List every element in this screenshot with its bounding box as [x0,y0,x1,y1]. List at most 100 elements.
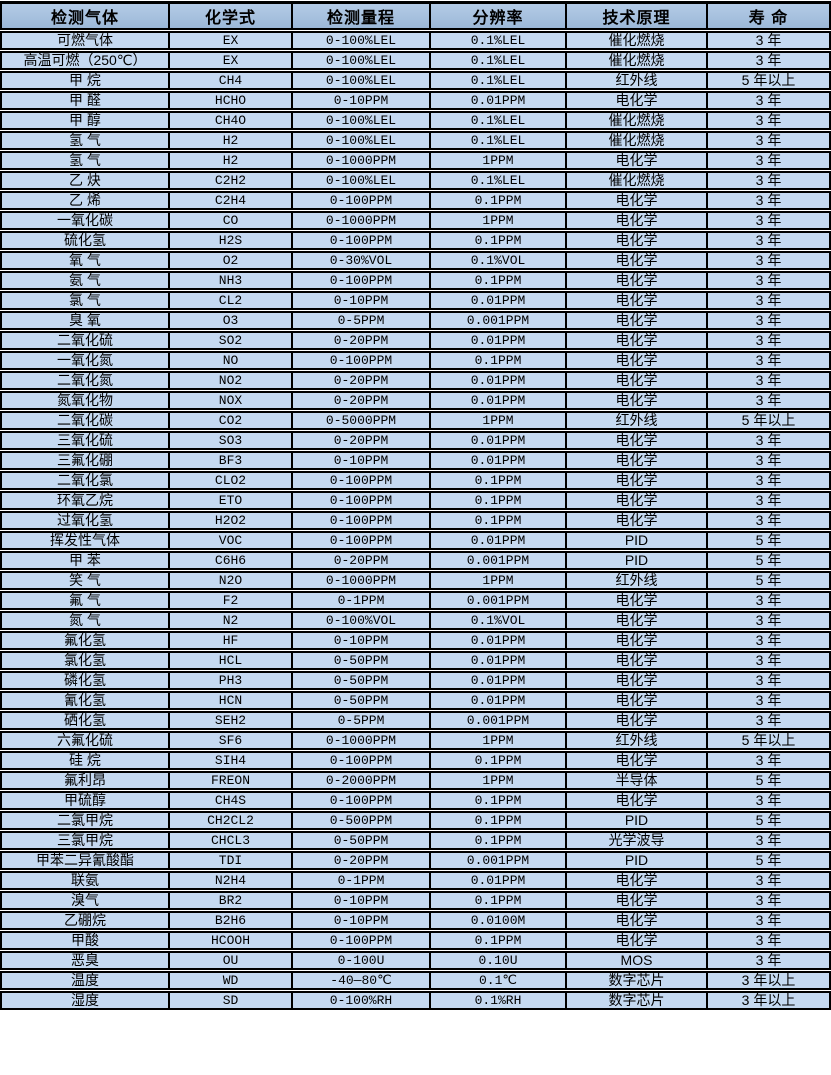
gas-sensor-spec-table: 检测气体 化学式 检测量程 分辨率 技术原理 寿 命 可燃气体 EX 0-100%L… [0,0,831,1011]
cell-technology: 电化学 [566,751,707,770]
table-row: 恶臭 OU 0-100U 0.10U MOS 3 年 [0,951,831,970]
cell-gas-name: 乙 炔 [0,171,169,190]
cell-technology: 数字芯片 [566,991,707,1010]
cell-gas-name: 氧 气 [0,251,169,270]
cell-lifespan: 3 年以上 [707,991,831,1010]
cell-gas-name: 可燃气体 [0,31,169,50]
cell-resolution: 0.01PPM [430,451,566,470]
table-row: 二氧化碳 CO2 0-5000PPM 1PPM 红外线 5 年以上 [0,411,831,430]
cell-gas-name: 笑 气 [0,571,169,590]
cell-technology: 电化学 [566,911,707,930]
cell-gas-name: 三氧化硫 [0,431,169,450]
cell-lifespan: 3 年 [707,231,831,250]
table-body: 可燃气体 EX 0-100%LEL 0.1%LEL 催化燃烧 3 年高温可燃（250℃） E… [0,31,831,1010]
table-row: 氧 气 O2 0-30%VOL 0.1%VOL 电化学 3 年 [0,251,831,270]
cell-chemical-formula: H2 [169,151,292,170]
cell-resolution: 0.1PPM [430,191,566,210]
cell-detection-range: 0-100%LEL [292,31,430,50]
cell-lifespan: 3 年 [707,111,831,130]
cell-resolution: 0.01PPM [430,91,566,110]
cell-technology: 电化学 [566,691,707,710]
table-row: 乙硼烷 B2H6 0-10PPM 0.0100M 电化学 3 年 [0,911,831,930]
cell-chemical-formula: CO2 [169,411,292,430]
cell-resolution: 0.01PPM [430,291,566,310]
cell-lifespan: 3 年 [707,271,831,290]
cell-technology: 数字芯片 [566,971,707,990]
cell-gas-name: 氮氧化物 [0,391,169,410]
cell-detection-range: 0-10PPM [292,451,430,470]
cell-technology: 电化学 [566,451,707,470]
cell-technology: 电化学 [566,91,707,110]
cell-resolution: 0.001PPM [430,851,566,870]
cell-resolution: 0.1PPM [430,831,566,850]
cell-detection-range: 0-100%LEL [292,131,430,150]
table-row: 笑 气 N2O 0-1000PPM 1PPM 红外线 5 年 [0,571,831,590]
cell-chemical-formula: SO3 [169,431,292,450]
cell-gas-name: 一氧化氮 [0,351,169,370]
cell-resolution: 0.10U [430,951,566,970]
cell-lifespan: 3 年 [707,191,831,210]
cell-gas-name: 硅 烷 [0,751,169,770]
cell-resolution: 1PPM [430,571,566,590]
cell-lifespan: 3 年 [707,171,831,190]
cell-gas-name: 乙硼烷 [0,911,169,930]
cell-chemical-formula: HCHO [169,91,292,110]
cell-detection-range: 0-50PPM [292,691,430,710]
cell-lifespan: 3 年 [707,931,831,950]
cell-gas-name: 氮 气 [0,611,169,630]
table-row: 二氧化氯 CLO2 0-100PPM 0.1PPM 电化学 3 年 [0,471,831,490]
cell-chemical-formula: VOC [169,531,292,550]
cell-technology: 电化学 [566,931,707,950]
table-row: 乙 烯 C2H4 0-100PPM 0.1PPM 电化学 3 年 [0,191,831,210]
cell-technology: 红外线 [566,411,707,430]
cell-gas-name: 氰化氢 [0,691,169,710]
cell-gas-name: 二氧化氯 [0,471,169,490]
cell-chemical-formula: PH3 [169,671,292,690]
cell-resolution: 0.1PPM [430,791,566,810]
table-row: 甲酸 HCOOH 0-100PPM 0.1PPM 电化学 3 年 [0,931,831,950]
cell-gas-name: 氟利昂 [0,771,169,790]
cell-technology: 电化学 [566,151,707,170]
cell-technology: MOS [566,951,707,970]
table-row: 磷化氢 PH3 0-50PPM 0.01PPM 电化学 3 年 [0,671,831,690]
cell-chemical-formula: NOX [169,391,292,410]
col-header-gas-name: 检测气体 [0,1,169,30]
cell-detection-range: 0-10PPM [292,891,430,910]
table-row: 挥发性气体 VOC 0-100PPM 0.01PPM PID 5 年 [0,531,831,550]
cell-resolution: 1PPM [430,211,566,230]
cell-technology: 电化学 [566,791,707,810]
cell-lifespan: 5 年 [707,771,831,790]
table-row: 溴气 BR2 0-10PPM 0.1PPM 电化学 3 年 [0,891,831,910]
cell-gas-name: 乙 烯 [0,191,169,210]
cell-chemical-formula: C2H4 [169,191,292,210]
cell-detection-range: 0-20PPM [292,431,430,450]
cell-resolution: 1PPM [430,771,566,790]
cell-resolution: 0.1%LEL [430,51,566,70]
cell-technology: 红外线 [566,731,707,750]
cell-technology: 电化学 [566,251,707,270]
table-row: 氮氧化物 NOX 0-20PPM 0.01PPM 电化学 3 年 [0,391,831,410]
cell-technology: 红外线 [566,571,707,590]
cell-gas-name: 恶臭 [0,951,169,970]
cell-chemical-formula: EX [169,31,292,50]
cell-lifespan: 3 年 [707,391,831,410]
cell-technology: 电化学 [566,651,707,670]
cell-lifespan: 5 年 [707,551,831,570]
cell-resolution: 0.1PPM [430,231,566,250]
cell-gas-name: 氯 气 [0,291,169,310]
cell-detection-range: 0-100PPM [292,931,430,950]
cell-chemical-formula: N2 [169,611,292,630]
col-header-chemical-formula: 化学式 [169,1,292,30]
cell-lifespan: 3 年 [707,951,831,970]
col-header-lifespan: 寿 命 [707,1,831,30]
cell-resolution: 0.1%VOL [430,611,566,630]
cell-detection-range: 0-100PPM [292,191,430,210]
col-header-resolution: 分辨率 [430,1,566,30]
cell-resolution: 0.001PPM [430,311,566,330]
table-row: 甲 烷 CH4 0-100%LEL 0.1%LEL 红外线 5 年以上 [0,71,831,90]
cell-detection-range: 0-50PPM [292,831,430,850]
cell-lifespan: 3 年 [707,311,831,330]
cell-chemical-formula: BF3 [169,451,292,470]
cell-lifespan: 3 年 [707,591,831,610]
header-row: 检测气体 化学式 检测量程 分辨率 技术原理 寿 命 [0,1,831,30]
